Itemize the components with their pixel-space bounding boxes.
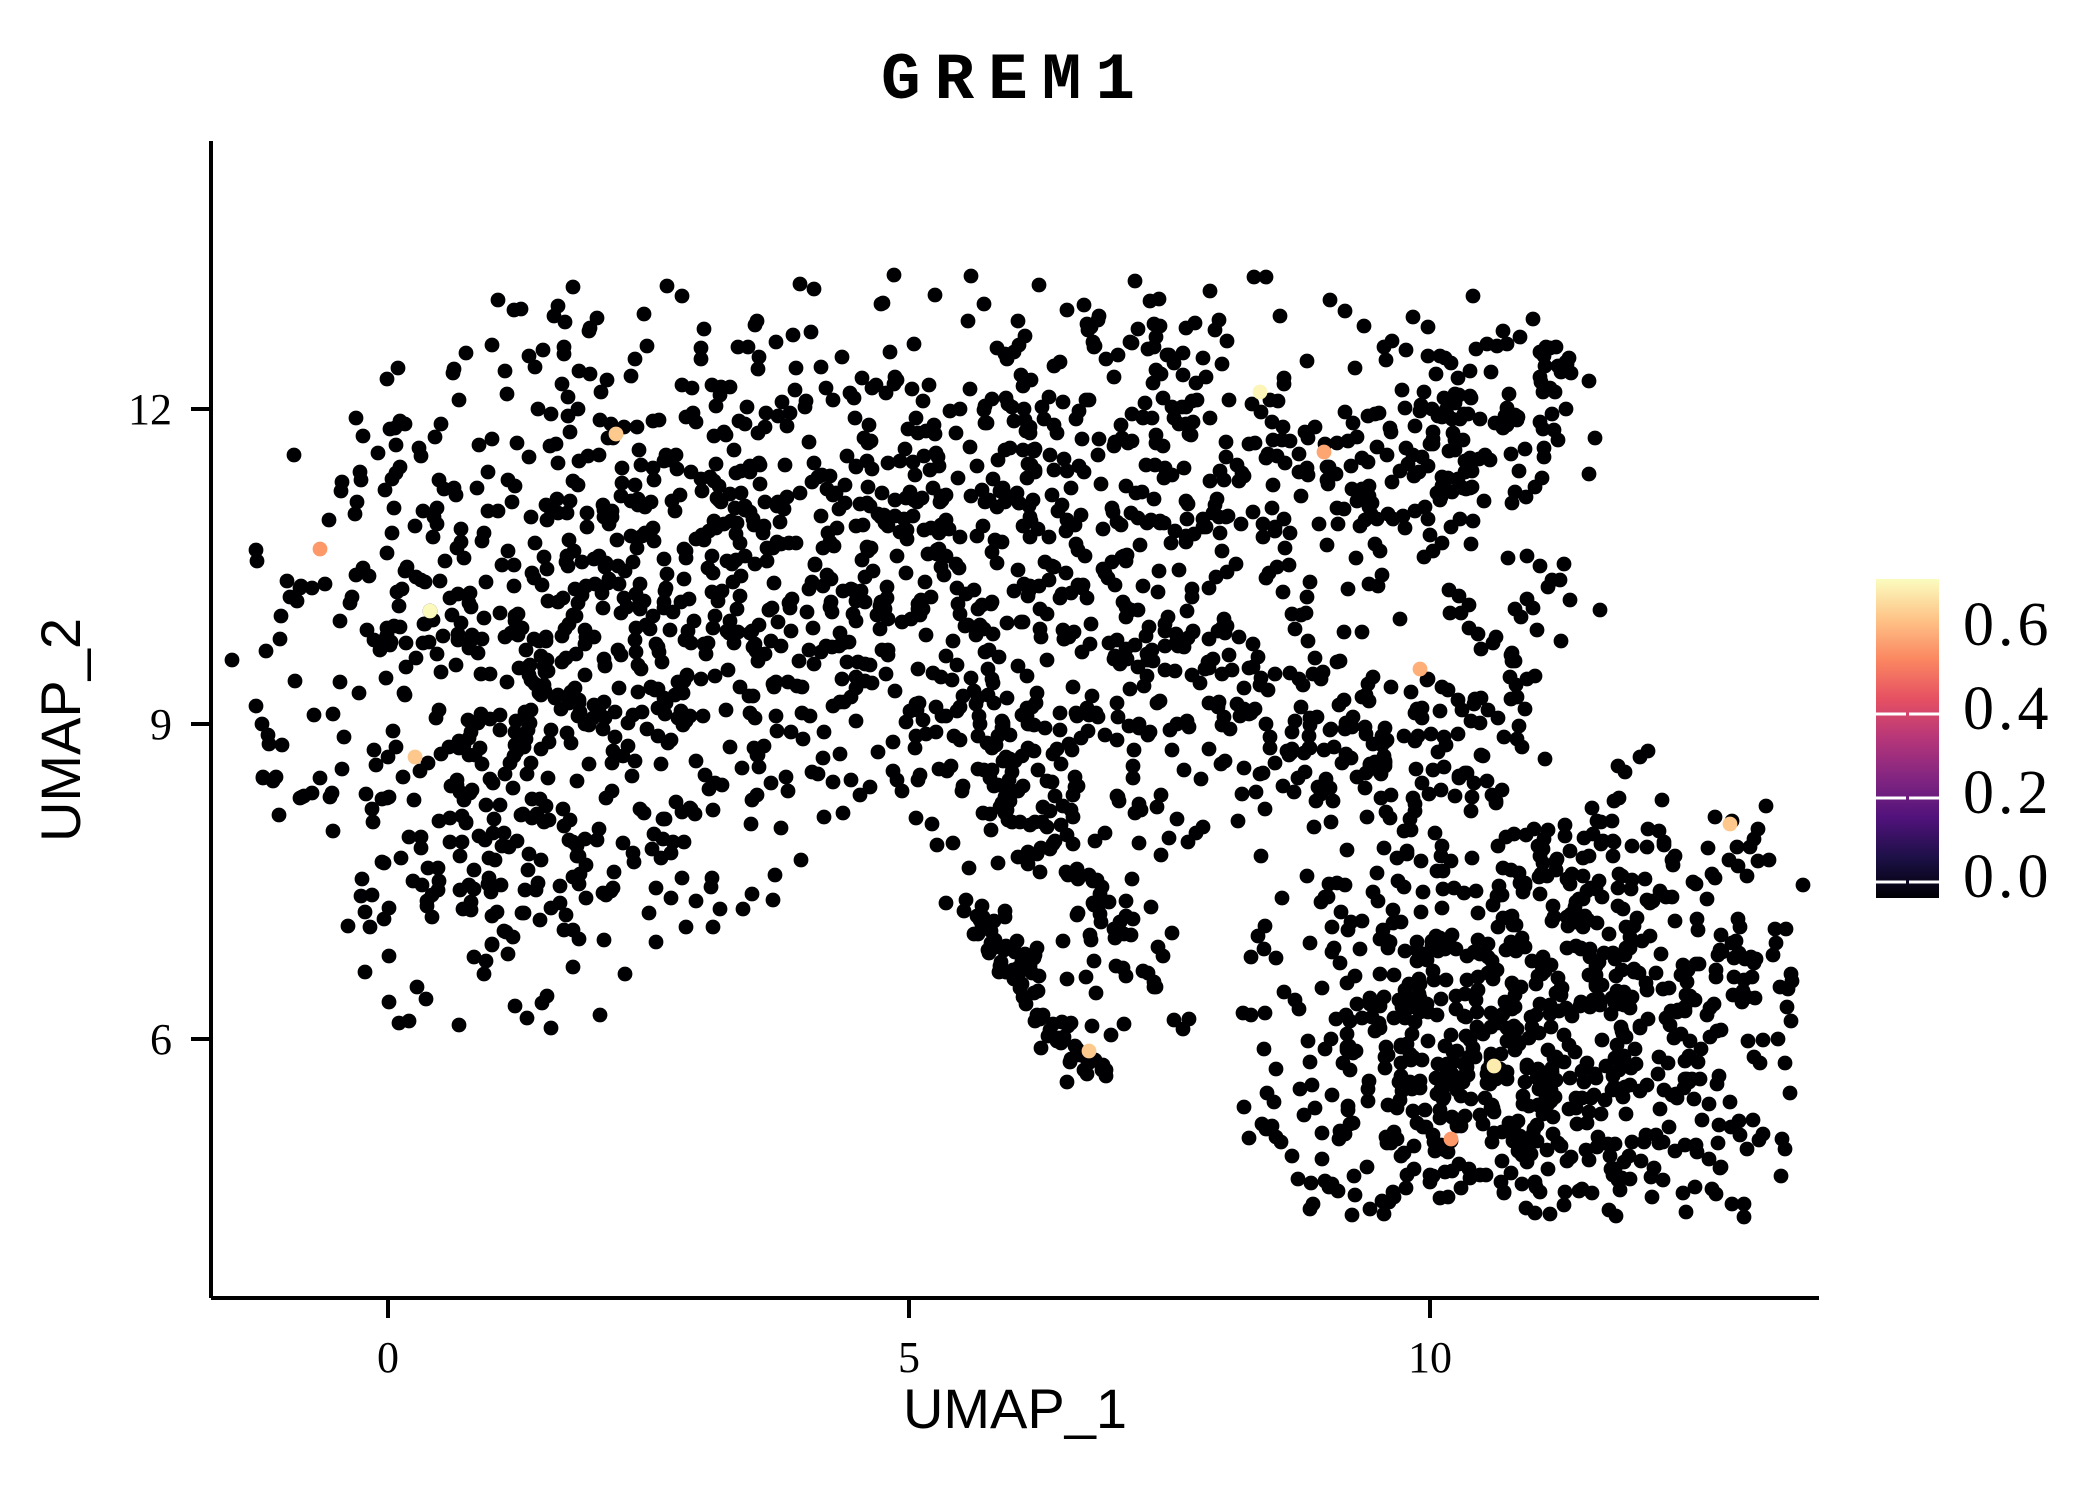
svg-text:0.0: 0.0: [1963, 843, 2053, 911]
svg-text:0.2: 0.2: [1963, 759, 2053, 827]
svg-text:0.4: 0.4: [1963, 675, 2053, 743]
svg-text:UMAP_1: UMAP_1: [903, 1377, 1127, 1440]
svg-text:GREM1: GREM1: [881, 43, 1149, 118]
svg-text:UMAP_2: UMAP_2: [29, 618, 92, 842]
svg-text:10: 10: [1408, 1333, 1452, 1382]
svg-text:6: 6: [150, 1015, 172, 1064]
svg-text:0: 0: [377, 1333, 399, 1382]
svg-text:0.6: 0.6: [1963, 591, 2053, 659]
svg-text:9: 9: [150, 700, 172, 749]
svg-text:5: 5: [898, 1333, 920, 1382]
svg-text:12: 12: [128, 385, 172, 434]
